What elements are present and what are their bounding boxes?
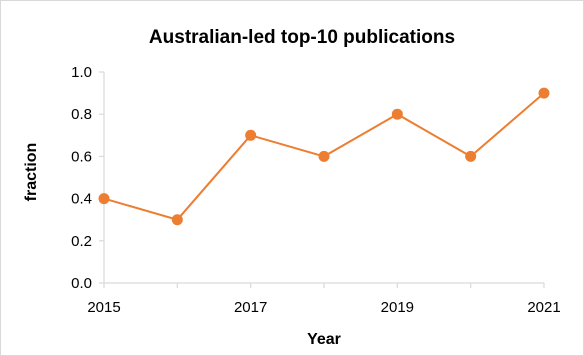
y-tick-label: 0.6 [71, 148, 92, 165]
chart-title: Australian-led top-10 publications [149, 27, 455, 48]
x-tick-labels: 2015 2017 2019 2021 [87, 299, 560, 316]
axes [99, 71, 545, 288]
y-tick-label: 0.2 [71, 233, 92, 250]
x-tick-label: 2017 [234, 299, 267, 316]
y-tick-label: 0.4 [71, 191, 92, 208]
y-tick-label: 0.8 [71, 106, 92, 123]
x-tick-label: 2019 [381, 299, 414, 316]
data-point [171, 214, 183, 226]
y-tick-labels: 0.0 0.2 0.4 0.6 0.8 1.0 [71, 64, 92, 292]
data-point [98, 193, 110, 205]
x-axis-label: Year [307, 331, 341, 348]
data-point [465, 150, 477, 162]
y-axis-label: fraction [23, 143, 40, 202]
y-tick-label: 1.0 [71, 64, 92, 81]
x-tick-label: 2021 [527, 299, 560, 316]
data-point [318, 150, 330, 162]
series-group [98, 87, 550, 226]
x-tick-label: 2015 [87, 299, 120, 316]
data-point [391, 108, 403, 120]
data-point [245, 129, 257, 141]
data-point [538, 87, 550, 99]
y-tick-label: 0.0 [71, 275, 92, 292]
